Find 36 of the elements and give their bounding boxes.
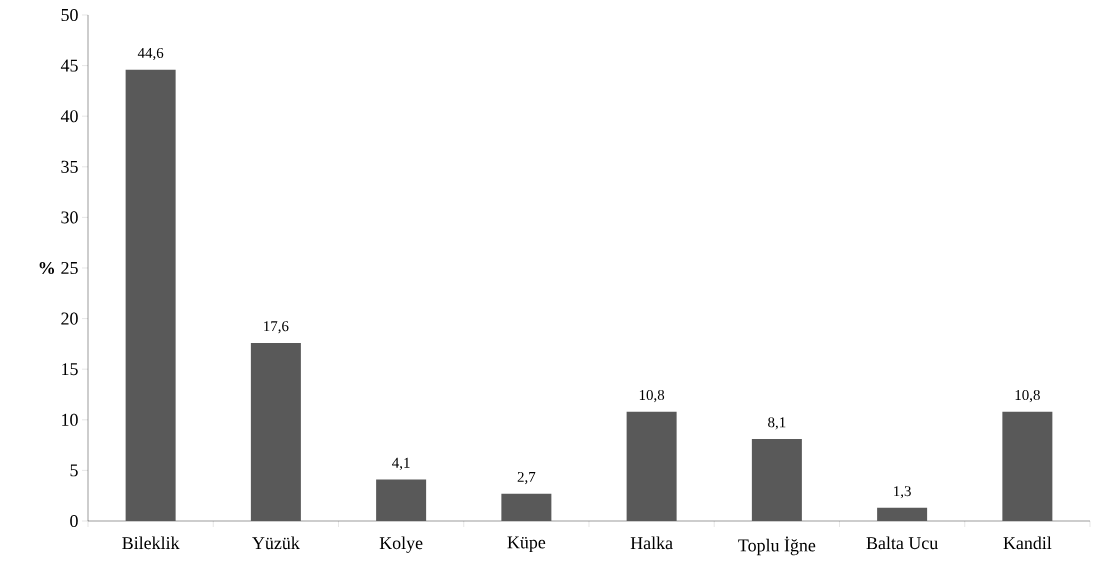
data-label: 44,6 (137, 47, 164, 61)
x-tick-label: Küpe (507, 536, 546, 553)
y-tick-label: 10 (62, 413, 78, 426)
bar (376, 479, 427, 521)
y-tick-label: 5 (70, 464, 78, 477)
bar (877, 507, 928, 521)
bar (751, 439, 802, 521)
data-label: 10,8 (639, 389, 665, 403)
y-axis-title: % (39, 261, 55, 275)
bar (125, 69, 176, 521)
y-tick-label: 45 (60, 59, 78, 72)
bar (501, 493, 552, 521)
x-tick-label: Balta Ucu (866, 536, 938, 550)
bar (250, 342, 301, 521)
y-tick-label: 35 (61, 160, 78, 173)
bar (626, 411, 677, 521)
y-tick-label: 20 (61, 312, 78, 325)
data-label: 2,7 (517, 471, 536, 485)
y-tick-label: 15 (62, 363, 78, 376)
y-tick-label: 30 (61, 211, 78, 224)
x-tick-label: Yüzük (252, 536, 300, 550)
x-tick-label: Toplu İğne (738, 536, 816, 556)
data-label: 4,1 (392, 457, 410, 470)
y-tick-label: 50 (61, 8, 78, 22)
data-label: 1,3 (894, 486, 911, 499)
y-tick-label: 40 (60, 110, 78, 123)
data-label: 10,8 (1015, 389, 1040, 403)
bar (1002, 411, 1053, 521)
data-label: 17,6 (264, 321, 289, 334)
x-tick-label: Kolye (379, 536, 423, 553)
x-tick-label: Bileklik (122, 536, 180, 550)
x-tick-label: Halka (630, 536, 673, 550)
y-tick-label: 25 (61, 261, 78, 275)
data-label: 8,1 (768, 417, 786, 430)
y-tick-label: 0 (70, 514, 78, 528)
x-tick-label: Kandil (1003, 536, 1052, 550)
